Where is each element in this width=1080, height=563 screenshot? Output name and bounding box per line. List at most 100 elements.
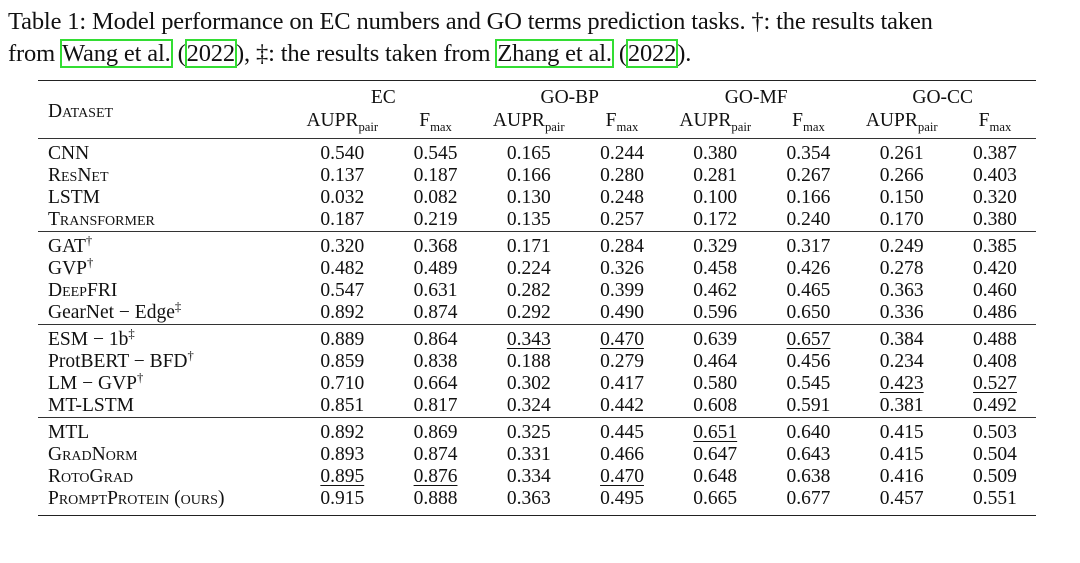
metric-subscript: max bbox=[430, 119, 452, 134]
value-cell: 0.282 bbox=[477, 280, 582, 302]
value-cell: 0.527 bbox=[954, 373, 1036, 395]
value-cell: 0.249 bbox=[849, 231, 954, 258]
value-cell: 0.363 bbox=[476, 488, 582, 516]
source-footnote-mark: ‡ bbox=[128, 326, 135, 341]
value: 0.170 bbox=[879, 209, 924, 230]
value: 0.384 bbox=[879, 329, 924, 350]
value: 0.580 bbox=[693, 373, 738, 394]
value: 0.470 bbox=[600, 329, 644, 350]
metric-header-aupr: AUPRpair bbox=[663, 110, 768, 139]
value: 0.317 bbox=[786, 236, 831, 257]
table-caption: Table 1: Model performance on EC numbers… bbox=[8, 6, 1074, 70]
value: 0.648 bbox=[693, 466, 738, 487]
value-cell: 0.639 bbox=[662, 324, 768, 351]
method-name-cell: GearNet − Edge‡ bbox=[38, 299, 290, 325]
value: 0.387 bbox=[973, 143, 1017, 164]
metric-header-fmax: Fmax bbox=[954, 110, 1036, 139]
value-cell: 0.545 bbox=[394, 138, 477, 165]
value: 0.442 bbox=[600, 395, 644, 416]
caption-text: , ‡: the results taken from bbox=[244, 40, 497, 67]
citation-link-zhang[interactable]: Zhang et al. bbox=[495, 39, 614, 68]
value: 0.166 bbox=[506, 165, 551, 186]
value: 0.838 bbox=[413, 351, 458, 372]
value: 0.503 bbox=[973, 422, 1017, 443]
value-cell: 0.363 bbox=[849, 280, 954, 302]
citation-link-wang[interactable]: Wang et al. bbox=[60, 39, 173, 68]
value-cell: 0.082 bbox=[395, 187, 477, 209]
metric-label: AUPR bbox=[679, 110, 732, 131]
value: 0.608 bbox=[693, 395, 738, 416]
value: 0.165 bbox=[506, 143, 551, 164]
metric-label: AUPR bbox=[306, 110, 359, 131]
value: 0.817 bbox=[413, 395, 458, 416]
value: 0.640 bbox=[786, 422, 831, 443]
value-cell: 0.171 bbox=[476, 231, 582, 258]
table-row: DeepFRI 0.547 0.631 0.282 0.399 0.462 0.465 0.3… bbox=[38, 280, 1036, 302]
value: 0.135 bbox=[506, 209, 551, 230]
table-row: LM − GVP† 0.710 0.664 0.302 0.417 0.580 0.545 0… bbox=[38, 371, 1036, 395]
value: 0.329 bbox=[693, 236, 738, 257]
method-name: ProtBERT − BFD bbox=[48, 351, 188, 372]
value: 0.643 bbox=[786, 444, 831, 465]
method-name: ESM − 1b bbox=[48, 329, 129, 350]
value-cell: 0.647 bbox=[663, 444, 768, 466]
value: 0.864 bbox=[413, 329, 458, 350]
citation-year-link-zhang[interactable]: 2022 bbox=[625, 39, 679, 68]
source-footnote-mark: ‡ bbox=[174, 299, 182, 314]
value-cell: 0.874 bbox=[395, 302, 477, 325]
value: 0.457 bbox=[879, 488, 924, 509]
table-row: CNN 0.540 0.545 0.165 0.244 0.380 0.354 0.261 0.… bbox=[38, 138, 1036, 165]
method-name-cell: CNN bbox=[38, 138, 291, 165]
citation-year-link-wang[interactable]: 2022 bbox=[184, 39, 238, 68]
value-cell: 0.442 bbox=[581, 395, 663, 418]
value-cell: 0.488 bbox=[953, 324, 1036, 351]
group-header-go-mf: GO-MF bbox=[662, 80, 850, 110]
value: 0.343 bbox=[506, 329, 551, 350]
dataset-header-label: Dataset bbox=[48, 101, 114, 122]
value-cell: 0.325 bbox=[476, 417, 582, 444]
value-cell: 0.331 bbox=[477, 444, 582, 466]
value-cell: 0.324 bbox=[477, 395, 582, 418]
value-cell: 0.415 bbox=[849, 444, 954, 466]
value-cell: 0.492 bbox=[954, 395, 1036, 418]
method-name-cell: Transformer bbox=[38, 209, 290, 232]
value: 0.895 bbox=[320, 466, 365, 487]
metric-subscript: pair bbox=[358, 119, 379, 134]
value: 0.874 bbox=[413, 302, 458, 323]
value: 0.082 bbox=[413, 187, 458, 208]
metric-subscript: pair bbox=[544, 119, 565, 134]
value: 0.261 bbox=[879, 143, 924, 164]
value: 0.869 bbox=[413, 422, 458, 443]
value-cell: 0.892 bbox=[290, 302, 395, 325]
value: 0.281 bbox=[693, 165, 738, 186]
value-cell: 0.187 bbox=[290, 209, 395, 232]
table-row: MT-LSTM 0.851 0.817 0.324 0.442 0.608 0.591 0.3… bbox=[38, 395, 1036, 418]
value-cell: 0.665 bbox=[662, 488, 768, 516]
metric-label: AUPR bbox=[865, 110, 918, 131]
value: 0.219 bbox=[413, 209, 458, 230]
group-header-go-cc: GO-CC bbox=[849, 80, 1036, 110]
value: 0.420 bbox=[973, 258, 1017, 279]
value-cell: 0.387 bbox=[953, 138, 1036, 165]
method-name: GradNorm bbox=[48, 444, 138, 465]
value: 0.504 bbox=[973, 444, 1017, 465]
value-cell: 0.892 bbox=[290, 417, 395, 444]
value-cell: 0.503 bbox=[953, 417, 1036, 444]
method-name-cell: LSTM bbox=[38, 187, 290, 209]
value: 0.888 bbox=[413, 488, 458, 509]
value: 0.280 bbox=[600, 165, 644, 186]
value: 0.470 bbox=[600, 466, 644, 487]
value: 0.188 bbox=[506, 351, 551, 372]
value-cell: 0.380 bbox=[954, 209, 1036, 232]
value: 0.426 bbox=[786, 258, 831, 279]
value: 0.282 bbox=[506, 280, 551, 301]
value: 0.547 bbox=[320, 280, 365, 301]
value: 0.320 bbox=[973, 187, 1017, 208]
value-cell: 0.281 bbox=[663, 165, 768, 187]
value: 0.710 bbox=[320, 373, 365, 394]
table-row: LSTM 0.032 0.082 0.130 0.248 0.100 0.166 0.150 0… bbox=[38, 187, 1036, 209]
value: 0.284 bbox=[600, 236, 644, 257]
value-cell: 0.462 bbox=[663, 280, 768, 302]
value: 0.257 bbox=[600, 209, 644, 230]
value-cell: 0.651 bbox=[662, 417, 768, 444]
